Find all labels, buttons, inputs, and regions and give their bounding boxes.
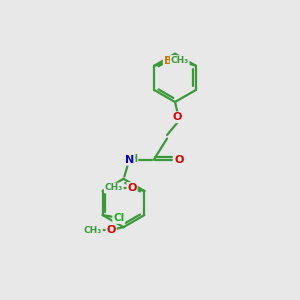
- Text: CH₃: CH₃: [171, 56, 189, 65]
- Text: CH₃: CH₃: [105, 184, 123, 193]
- Text: O: O: [174, 155, 184, 165]
- Text: CH₃: CH₃: [84, 226, 102, 235]
- Text: O: O: [128, 183, 137, 193]
- Text: O: O: [173, 112, 182, 122]
- Text: Cl: Cl: [113, 213, 124, 223]
- Text: H: H: [129, 154, 138, 164]
- Text: N: N: [125, 155, 134, 165]
- Text: O: O: [106, 225, 116, 235]
- Text: Br: Br: [164, 56, 177, 66]
